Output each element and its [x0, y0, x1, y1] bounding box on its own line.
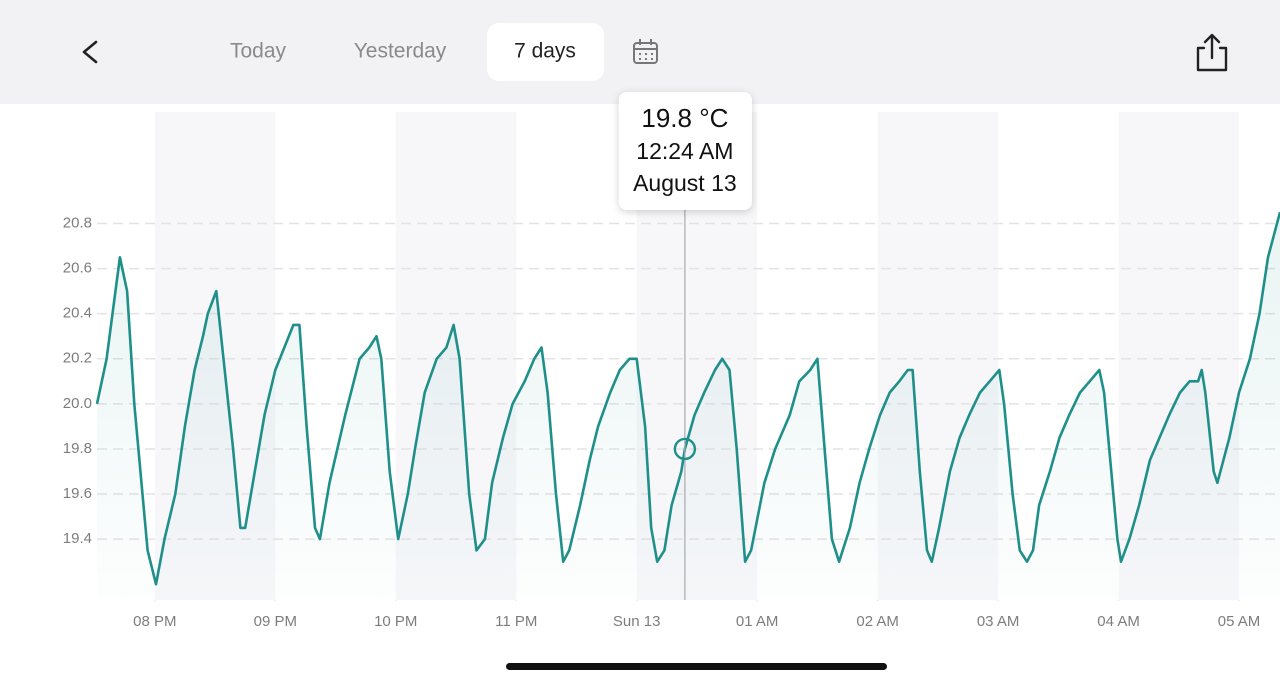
x-tick-label: 08 PM — [133, 613, 176, 630]
x-tick-label: Sun 13 — [613, 613, 661, 630]
x-tick-label: 09 PM — [254, 613, 297, 630]
x-tick-label: 02 AM — [856, 613, 899, 630]
x-tick-label: 04 AM — [1097, 613, 1140, 630]
x-tick-label: 05 AM — [1218, 613, 1261, 630]
tab-today[interactable]: Today — [230, 40, 287, 63]
toolbar — [0, 0, 1280, 104]
cursor-point — [673, 437, 697, 461]
axes: 19.4 19.6 19.8 20.0 20.2 20.4 20.6 20.8 08 PM 09 … — [63, 214, 1261, 630]
y-tick-label: 19.4 — [63, 530, 92, 547]
y-tick-label: 19.6 — [63, 485, 92, 502]
y-tick-label: 20.6 — [63, 260, 92, 277]
tooltip-value: 19.8 °C — [641, 103, 728, 133]
tooltip-box — [618, 92, 752, 210]
tab-selected-bg — [487, 23, 604, 81]
tooltip-time: 12:24 AM — [636, 138, 733, 164]
line — [95, 211, 1280, 586]
y-tick-label: 20.8 — [63, 214, 92, 231]
calendar-button[interactable] — [633, 39, 658, 64]
tooltip-date: August 13 — [633, 170, 737, 196]
share-button[interactable] — [1196, 33, 1228, 72]
y-tick-label: 20.4 — [63, 305, 92, 322]
x-tick-label: 01 AM — [736, 613, 779, 630]
back-button[interactable] — [82, 40, 98, 64]
home-indicator — [506, 663, 887, 670]
tooltip: 19.8 °C 12:24 AM August 13 — [618, 92, 752, 600]
series — [95, 211, 1280, 600]
y-tick-label: 20.0 — [63, 395, 92, 412]
x-tick-label: 03 AM — [977, 613, 1020, 630]
x-tick-label: 11 PM — [495, 613, 537, 630]
x-tick-label: 10 PM — [374, 613, 417, 630]
tab-yesterday[interactable]: Yesterday — [354, 40, 447, 63]
y-tick-label: 19.8 — [63, 440, 92, 457]
y-tick-label: 20.2 — [63, 350, 92, 367]
tab-7-days[interactable]: 7 days — [514, 40, 576, 63]
